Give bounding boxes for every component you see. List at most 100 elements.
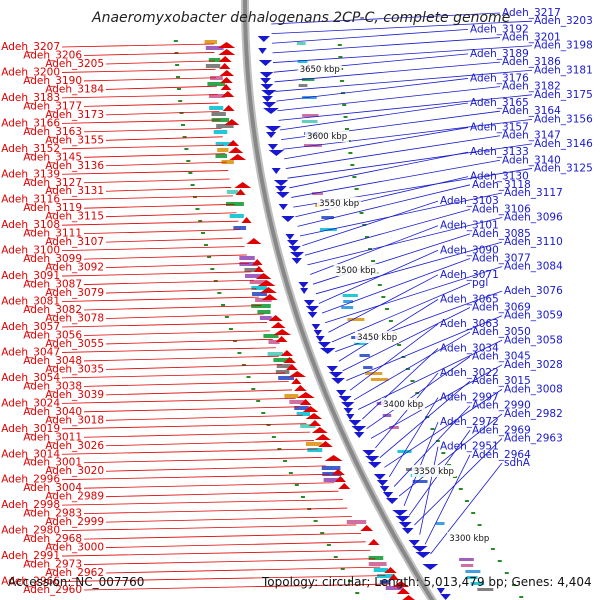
forward-gene-arrow (368, 539, 380, 545)
feature-block (296, 412, 311, 416)
connector-line-right (275, 69, 533, 92)
connector-line-right (315, 241, 503, 295)
connector-line-right (321, 258, 471, 314)
guide-dot (237, 352, 242, 354)
guide-dot (504, 572, 509, 574)
forward-gene-arrow (251, 259, 263, 265)
feature-block (221, 160, 234, 164)
feature-block (205, 46, 224, 50)
gene-label-left: Adeh_3206 (23, 49, 82, 61)
connector-line-left (105, 490, 339, 498)
connector-line-left (61, 43, 215, 48)
reverse-gene-arrow (313, 330, 323, 336)
guide-dot (338, 56, 343, 58)
kbp-tick-label: 3500 kbp (336, 266, 376, 276)
forward-gene-arrow (299, 399, 312, 405)
gene-label-left: Adeh_2960 (23, 584, 82, 596)
feature-block (205, 64, 221, 68)
kbp-tick-label: 3350 kbp (414, 467, 454, 477)
guide-dot (385, 308, 390, 310)
feature-block (389, 426, 399, 429)
connector-line-left (105, 60, 215, 65)
feature-block (209, 94, 226, 98)
reverse-gene-arrow (319, 348, 336, 354)
connector-line-right (279, 102, 469, 131)
gene-label-left: Adeh_3014 (1, 448, 60, 460)
gene-label-left: Adeh_3055 (45, 338, 104, 350)
feature-block (213, 130, 228, 134)
connector-line-left (83, 482, 335, 489)
connector-line-right (370, 364, 503, 439)
gene-label-right: Adeh_3090 (440, 244, 499, 256)
reverse-gene-arrow (303, 300, 315, 306)
feature-block (300, 424, 316, 428)
guide-dot (175, 64, 180, 66)
connector-line-left (105, 187, 232, 192)
connector-line-left (105, 389, 293, 396)
reverse-gene-arrow (365, 456, 380, 462)
connector-line-left (83, 507, 348, 515)
gene-label-right: Adeh_3065 (440, 293, 499, 305)
reverse-gene-arrow (401, 528, 414, 534)
reverse-gene-arrow (267, 144, 279, 150)
guide-dot (195, 208, 200, 210)
feature-block (342, 294, 358, 297)
guide-dot (340, 80, 345, 82)
feature-block (302, 114, 319, 117)
forward-gene-arrow (234, 182, 252, 188)
guide-dot (184, 148, 189, 150)
forward-gene-arrow (388, 574, 399, 580)
connector-line-right (375, 372, 439, 449)
gene-label-left: Adeh_3111 (23, 228, 82, 240)
guide-dot (266, 424, 271, 426)
guide-dot (348, 152, 353, 154)
feature-block (225, 202, 244, 206)
feature-block (245, 274, 263, 278)
connector-line-left (61, 322, 268, 328)
reverse-gene-arrow (354, 432, 365, 438)
forward-gene-arrow (360, 525, 374, 531)
guide-dot (182, 136, 187, 138)
forward-gene-arrow (283, 357, 297, 363)
feature-block (289, 400, 306, 404)
gene-label-right: Adeh_3077 (472, 252, 531, 264)
guide-dot (340, 568, 345, 570)
connector-line-left (105, 566, 381, 574)
feature-block (373, 568, 388, 572)
feature-block (217, 148, 229, 152)
gene-label-left: Adeh_3116 (1, 194, 60, 206)
guide-dot (233, 340, 238, 342)
reverse-gene-arrow (328, 372, 344, 378)
kbp-tick-label: 3300 kbp (449, 534, 489, 544)
connector-line-right (419, 446, 439, 535)
reverse-gene-arrow (412, 546, 428, 552)
guide-dot (359, 212, 364, 214)
connector-line-right (325, 266, 503, 324)
guide-dot (320, 532, 325, 534)
gene-label-right: Adeh_3181 (534, 64, 593, 76)
reverse-gene-arrow (348, 420, 362, 426)
gene-label-right: Adeh_3076 (504, 285, 563, 297)
connector-line-right (424, 454, 471, 545)
gene-label-right: Adeh_3045 (472, 351, 531, 363)
reverse-gene-arrow (259, 72, 274, 78)
gene-label-left: Adeh_3107 (45, 236, 104, 248)
forward-gene-arrow (392, 581, 410, 587)
connector-line-left (83, 102, 219, 107)
gene-label-left: Adeh_3018 (45, 414, 104, 426)
gene-label-right: Adeh_3165 (470, 97, 529, 109)
reverse-gene-arrow (290, 252, 305, 258)
gene-label-left: Adeh_3092 (45, 262, 104, 274)
gene-label-left: Adeh_2966 (1, 576, 60, 588)
feature-block (215, 154, 228, 158)
gene-label-right: Adeh_3085 (472, 228, 531, 240)
gene-label-left: Adeh_3035 (45, 363, 104, 375)
reverse-gene-arrow (273, 180, 289, 186)
connector-line-right (393, 405, 471, 487)
gene-label-left: Adeh_3100 (1, 245, 60, 257)
connector-line-right (274, 61, 501, 83)
forward-gene-arrow (224, 119, 240, 125)
gene-label-right: Adeh_3164 (502, 105, 561, 117)
forward-gene-arrow (219, 63, 231, 69)
connector-line-left (61, 246, 245, 252)
